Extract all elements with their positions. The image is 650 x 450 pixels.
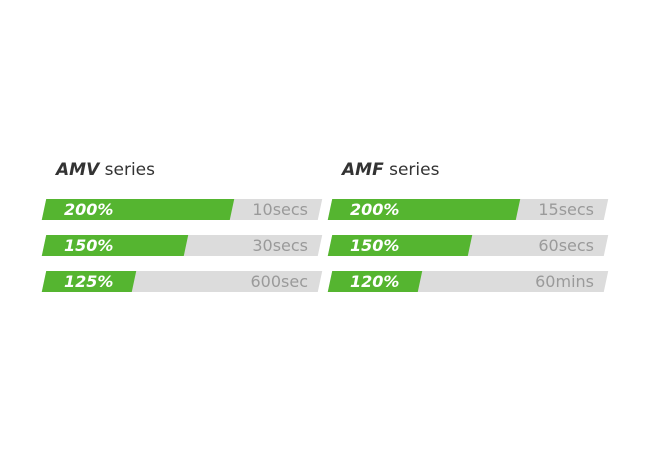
overload-row: 150% 60secs <box>327 235 609 256</box>
model-name: AMV <box>56 160 100 180</box>
overload-row: 200% 10secs <box>41 199 323 220</box>
overload-percent: 125% <box>64 272 114 291</box>
group-title: AMF series <box>342 160 606 184</box>
group-title: AMV series <box>56 160 320 184</box>
title-label: series <box>389 160 440 180</box>
overload-percent: 200% <box>64 200 114 219</box>
series-group: AMF series 200% 15secs 150% 60secs 120% 60mins <box>327 160 609 292</box>
overload-row: 120% 60mins <box>327 271 609 292</box>
overload-row: 150% 30secs <box>41 235 323 256</box>
overload-percent: 120% <box>350 272 400 291</box>
series-group: AMV series 200% 10secs 150% 30secs 125% 600sec <box>41 160 323 292</box>
overload-percent: 200% <box>350 200 400 219</box>
overload-percent: 150% <box>64 236 114 255</box>
title-label: series <box>104 160 155 180</box>
overload-time: 60mins <box>535 272 594 291</box>
overload-row: 200% 15secs <box>327 199 609 220</box>
overload-row: 125% 600sec <box>41 271 323 292</box>
overload-time: 600sec <box>250 272 308 291</box>
model-name: AMF <box>342 160 384 180</box>
overload-time: 30secs <box>252 236 308 255</box>
overload-time: 15secs <box>538 200 594 219</box>
overload-percent: 150% <box>350 236 400 255</box>
overload-time: 10secs <box>252 200 308 219</box>
overload-time: 60secs <box>538 236 594 255</box>
